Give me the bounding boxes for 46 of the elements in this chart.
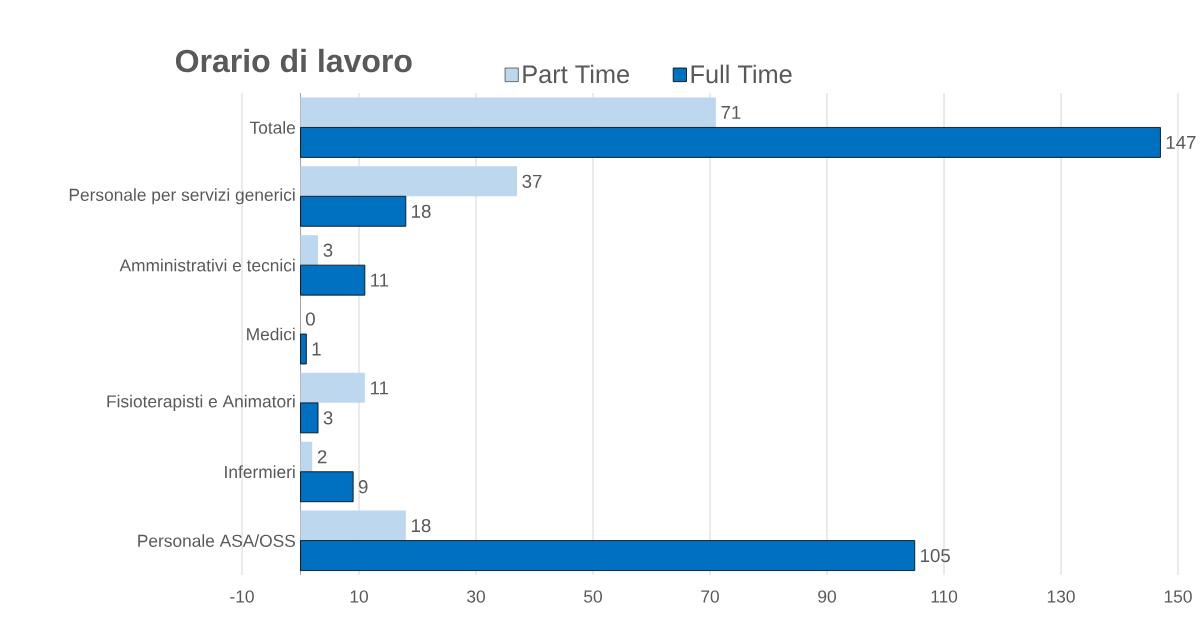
data-label: 147	[1166, 136, 1196, 149]
bar	[300, 510, 406, 541]
y-tick-label: Totale	[249, 121, 296, 134]
legend-label: Part Time	[523, 64, 630, 84]
bar	[300, 441, 313, 472]
data-label: 9	[358, 480, 368, 494]
x-tick-label: 130	[1047, 590, 1075, 603]
bar	[300, 540, 916, 571]
bar	[300, 235, 319, 266]
x-tick-label: 70	[701, 590, 719, 603]
data-label: 105	[921, 548, 950, 563]
bar	[300, 127, 1161, 158]
legend-label: Full Time	[691, 64, 792, 84]
x-tick-label: 110	[931, 590, 958, 603]
data-label: 3	[323, 243, 333, 257]
data-label: 11	[371, 273, 389, 287]
y-tick-label: Medici	[247, 327, 295, 341]
bar	[300, 402, 319, 434]
bar	[300, 166, 517, 197]
data-label: 18	[412, 204, 431, 218]
data-label: 0	[305, 312, 315, 326]
y-tick-label: Personale per servizi generici	[69, 188, 295, 205]
bar	[300, 195, 407, 227]
x-tick-label: 10	[350, 590, 368, 603]
x-tick-label: 150	[1164, 590, 1192, 603]
y-tick-label: Amministrativi e tecnici	[119, 258, 295, 272]
data-label: 2	[317, 450, 327, 464]
data-label: 1	[312, 342, 321, 356]
data-label: 11	[370, 381, 389, 395]
x-tick-label: 90	[818, 590, 836, 603]
x-tick-label: 50	[584, 590, 602, 603]
data-label: 3	[323, 411, 333, 425]
y-tick-label: Fisioterapisti e Animatori	[107, 394, 295, 411]
x-tick-label: -10	[230, 590, 254, 603]
data-label: 37	[522, 174, 542, 188]
data-label: 18	[411, 518, 431, 533]
y-tick-label: Personale ASA/OSS	[138, 534, 295, 547]
bar	[300, 264, 366, 296]
chart-title: Orario di lavoro	[175, 48, 412, 73]
y-tick-label: Infermieri	[225, 465, 295, 479]
x-tick-label: 30	[467, 590, 485, 603]
bar	[300, 372, 365, 403]
data-label: 71	[721, 106, 741, 119]
bar	[300, 333, 307, 365]
bar	[300, 97, 716, 128]
bar	[300, 471, 354, 503]
